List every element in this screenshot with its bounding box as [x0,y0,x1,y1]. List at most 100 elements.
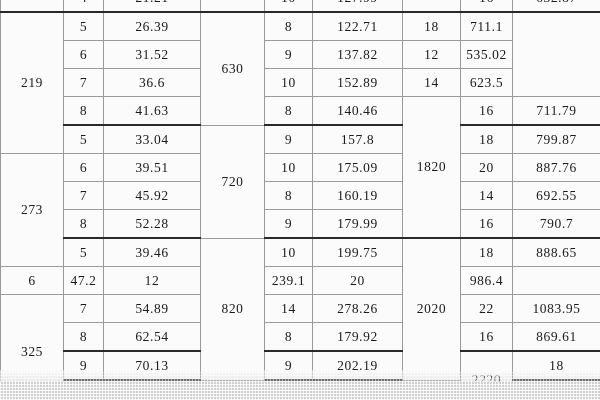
weight-cell[interactable]: 239.1 [264,266,313,295]
weight-cell[interactable]: 77.68 [103,379,201,400]
weight-cell[interactable]: 52.28 [103,209,201,239]
thickness-cell[interactable]: 8 [63,322,104,352]
thickness-cell[interactable]: 14 [264,294,313,323]
weight-cell[interactable]: 790.7 [512,209,600,239]
thickness-cell[interactable]: 5 [63,124,104,154]
thickness-cell[interactable]: 10 [264,237,313,267]
weight-cell[interactable]: 152.89 [312,68,403,97]
thickness-cell[interactable]: 8 [264,322,313,352]
weight-cell[interactable]: 179.99 [312,209,403,239]
thickness-cell[interactable]: 12 [402,40,461,69]
weight-cell[interactable]: 199.75 [312,237,403,267]
table-row[interactable]: 8 41.63 8 140.46 1820 16 711.79 [1,96,600,239]
thickness-cell[interactable]: 16 [460,322,513,352]
thickness-cell[interactable]: 8 [63,96,104,126]
thickness-cell[interactable]: 10 [264,379,313,400]
thickness-cell[interactable]: 16 [460,209,513,239]
thickness-cell[interactable]: 7 [63,68,104,97]
thickness-cell[interactable]: 18 [460,124,513,154]
weight-cell[interactable]: 623.5 [460,68,513,97]
thickness-cell[interactable]: 9 [264,124,313,154]
thickness-cell[interactable]: 9 [264,40,313,69]
weight-cell[interactable]: 122.71 [312,11,403,41]
thickness-cell[interactable]: 16 [460,96,513,126]
thickness-cell[interactable]: 4 [63,0,104,13]
thickness-cell[interactable]: 5 [63,11,104,41]
weight-cell[interactable]: 711.79 [512,96,600,126]
thickness-cell[interactable]: 5 [63,237,104,267]
table-row[interactable]: 5 33.04 720 9 157.8 18 799.87 [1,124,600,239]
weight-cell[interactable]: 224.41 [312,379,403,400]
weight-cell[interactable]: 70.13 [103,350,201,381]
weight-cell[interactable]: 39.51 [103,153,201,182]
weight-cell[interactable]: 137.82 [312,40,403,69]
weight-cell[interactable]: 179.92 [312,322,403,352]
weight-cell[interactable]: 33.04 [103,124,201,154]
thickness-cell[interactable]: 8 [264,11,313,41]
table-row[interactable]: 5 39.46 820 10 199.75 2020 18 888.65 [1,237,600,381]
weight-cell[interactable]: 127.99 [312,0,403,13]
weight-cell[interactable]: 887.76 [512,153,600,182]
weight-cell[interactable]: 140.46 [312,96,403,126]
table-row[interactable]: 6 31.52 9 137.82 12 535.02 [1,40,600,69]
thickness-cell[interactable]: 18 [512,350,600,381]
thickness-cell[interactable]: 8 [264,181,313,210]
thickness-cell[interactable]: 9 [264,350,313,381]
weight-cell[interactable]: 45.92 [103,181,201,210]
weight-cell[interactable]: 157.8 [312,124,403,154]
thickness-cell[interactable]: 20 [460,153,513,182]
weight-cell[interactable]: 535.02 [460,40,513,69]
weight-cell[interactable]: 202.19 [312,350,403,381]
table-row[interactable]: 6 47.2 12 239.1 20 986.4 [0,266,600,295]
weight-cell[interactable]: 26.39 [103,11,201,41]
thickness-cell[interactable]: 12 [103,266,201,295]
weight-cell[interactable]: 47.2 [63,266,104,295]
weight-cell[interactable]: 711.1 [460,11,513,41]
weight-cell[interactable]: 888.65 [512,237,600,267]
thickness-cell[interactable]: 7 [63,181,104,210]
table-row[interactable]: 8 62.54 8 179.92 16 869.61 [1,322,600,352]
thickness-cell[interactable]: 10 [63,379,104,400]
table-row[interactable]: 219 5 26.39 630 8 122.71 18 711.1 [0,11,600,154]
thickness-cell[interactable]: 6 [0,266,64,295]
thickness-cell[interactable]: 20 [312,266,403,295]
weight-cell[interactable]: 632.87 [512,0,600,13]
thickness-cell[interactable]: 9 [63,350,104,381]
table-row[interactable]: 325 7 54.89 14 278.26 22 1083.95 [0,294,600,400]
thickness-cell[interactable]: 9 [264,209,313,239]
weight-cell[interactable]: 160.19 [312,181,403,210]
weight-cell[interactable]: 175.09 [312,153,403,182]
thickness-cell[interactable]: 10 [264,0,313,13]
weight-cell[interactable]: 986.4 [460,266,513,295]
weight-cell[interactable] [512,379,600,400]
thickness-cell[interactable]: 18 [460,237,513,267]
table-row[interactable]: 8 52.28 9 179.99 16 790.7 [1,209,600,239]
table-row[interactable]: 7 36.6 10 152.89 14 623.5 [1,68,600,97]
weight-cell[interactable]: 36.6 [103,68,201,97]
thickness-cell[interactable]: 6 [63,153,104,182]
thickness-cell[interactable]: 8 [264,96,313,126]
thickness-cell[interactable]: 10 [264,153,313,182]
thickness-cell[interactable]: 14 [402,68,461,97]
weight-cell[interactable]: 869.61 [512,322,600,352]
thickness-cell[interactable]: 8 [63,209,104,239]
weight-cell[interactable]: 54.89 [103,294,201,323]
weight-cell[interactable]: 21.21 [103,0,201,13]
thickness-cell[interactable]: 14 [460,181,513,210]
weight-cell[interactable]: 62.54 [103,322,201,352]
table-row[interactable]: 421.21 10127.99162016632.87 [0,0,600,13]
weight-cell[interactable]: 39.46 [103,237,201,267]
weight-cell[interactable]: 799.87 [512,124,600,154]
thickness-cell[interactable]: 10 [264,68,313,97]
weight-cell[interactable]: 41.63 [103,96,201,126]
thickness-cell[interactable]: 6 [63,40,104,69]
thickness-cell[interactable]: 16 [460,0,513,13]
table-row[interactable]: 7 45.92 8 160.19 14 692.55 [1,181,600,210]
thickness-cell[interactable]: 22 [402,379,461,400]
weight-cell[interactable]: 692.55 [512,181,600,210]
thickness-cell[interactable]: 18 [402,11,461,41]
thickness-cell[interactable]: 7 [63,294,104,323]
thickness-cell[interactable]: 22 [460,294,513,323]
